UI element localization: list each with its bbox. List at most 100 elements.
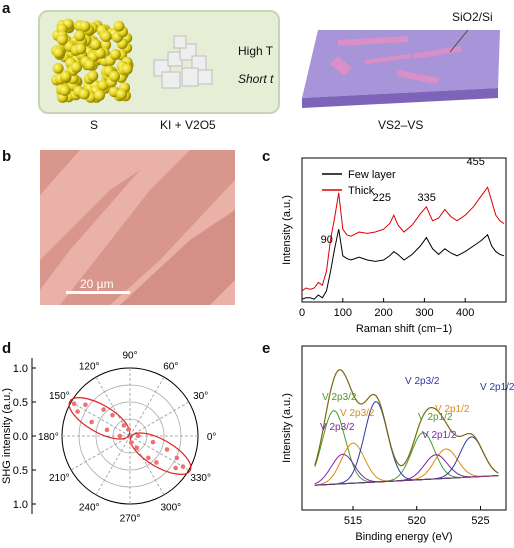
envelope-line bbox=[314, 369, 499, 474]
sulfur-sphere bbox=[79, 20, 91, 32]
sulfur-sphere bbox=[78, 88, 90, 100]
angle-label: 330° bbox=[190, 473, 211, 484]
short-time-label: Short t bbox=[238, 72, 274, 86]
polar-spoke bbox=[129, 376, 165, 437]
angle-label: 210° bbox=[49, 473, 70, 484]
sulfur-sphere bbox=[116, 88, 128, 100]
x-tick-label: 525 bbox=[471, 515, 489, 527]
peak-annotation: 225 bbox=[373, 192, 391, 204]
data-point bbox=[121, 423, 127, 428]
sulfur-sphere bbox=[52, 62, 64, 74]
sulfur-sphere bbox=[121, 63, 133, 75]
raman-chart: 0 100 200 300 400 Raman shift (cm−1) Intensity… bbox=[281, 156, 507, 335]
x-axis-label: Raman shift (cm−1) bbox=[356, 323, 452, 335]
data-point bbox=[146, 455, 151, 461]
sulfur-sphere bbox=[97, 79, 109, 91]
data-point bbox=[174, 455, 180, 461]
x-tick-label: 0 bbox=[299, 307, 305, 319]
data-point bbox=[75, 409, 80, 414]
polar-spoke bbox=[95, 435, 131, 496]
component-peak-7 bbox=[314, 436, 499, 486]
angle-label: 60° bbox=[163, 361, 178, 372]
data-point bbox=[180, 464, 186, 469]
sulfur-sphere bbox=[109, 70, 120, 82]
data-point bbox=[134, 445, 140, 451]
fit-lobe bbox=[68, 397, 131, 440]
peak-label: V 2p3/2 bbox=[322, 392, 357, 403]
flake-1 bbox=[338, 36, 408, 46]
peak-label: V 2p3/2 bbox=[405, 376, 440, 387]
sulfur-sphere bbox=[113, 20, 125, 32]
data-point bbox=[104, 427, 110, 433]
polar-spoke bbox=[70, 401, 131, 437]
fit-lobe bbox=[129, 432, 192, 475]
optical-micrograph bbox=[40, 150, 235, 305]
y-axis-label: SHG intensity (a.u.) bbox=[1, 388, 13, 484]
y-axis-label: Intensity (a.u.) bbox=[281, 393, 293, 463]
sulfur-sphere bbox=[84, 59, 96, 71]
flake-2 bbox=[412, 46, 462, 59]
angle-label: 180° bbox=[38, 432, 59, 443]
peak-label: V 2p3/2 bbox=[320, 422, 355, 433]
substrate-label: SiO2/Si bbox=[452, 10, 493, 24]
ki-v2o5-label: KI + V2O5 bbox=[160, 118, 216, 132]
sulfur-sphere bbox=[60, 71, 72, 82]
scale-bar-label: 20 µm bbox=[80, 277, 114, 291]
data-point bbox=[101, 407, 106, 412]
sulfur-sphere bbox=[71, 61, 82, 73]
sulfur-sphere bbox=[90, 39, 102, 51]
peak-label: V 2p1/2 bbox=[435, 404, 470, 415]
angle-label: 270° bbox=[120, 514, 141, 525]
angle-label: 120° bbox=[79, 361, 100, 372]
x-axis-label: Binding energy (eV) bbox=[355, 531, 452, 543]
radial-tick-label: 0.0 bbox=[13, 431, 28, 443]
sulfur-cube-image bbox=[51, 18, 134, 103]
data-point bbox=[83, 402, 88, 408]
radial-tick-label: 1.0 bbox=[13, 363, 28, 375]
product-label: VS2–VS bbox=[378, 118, 424, 132]
x-tick-label: 200 bbox=[374, 307, 392, 319]
scale-bar bbox=[66, 291, 130, 294]
substrate-image bbox=[302, 29, 500, 108]
background-line bbox=[314, 475, 499, 486]
x-tick-label: 515 bbox=[344, 515, 362, 527]
sulfur-sphere bbox=[74, 30, 86, 42]
angle-label: 150° bbox=[49, 391, 70, 402]
sulfur-sphere bbox=[100, 39, 112, 51]
sulfur-sphere bbox=[75, 43, 87, 55]
peak-label: V 2p3/2 bbox=[340, 408, 375, 419]
panel-e-letter: e bbox=[262, 340, 271, 357]
sulfur-sphere bbox=[109, 49, 121, 60]
polar-ring bbox=[95, 401, 165, 471]
legend-label-0: Few layer bbox=[348, 169, 396, 181]
sulfur-sphere bbox=[87, 70, 99, 82]
data-point bbox=[117, 433, 123, 439]
peak-label: V 2p1/2 bbox=[418, 412, 453, 423]
flake-4 bbox=[330, 56, 352, 76]
polar-spoke bbox=[129, 401, 190, 437]
shg-polar-chart: 90° 60° 30° 0° 330° 300° 270° 240° 210° 180° 150° 1… bbox=[1, 350, 216, 525]
sulfur-sphere bbox=[56, 34, 68, 46]
angle-label: 300° bbox=[160, 503, 181, 514]
panel-a-letter: a bbox=[2, 0, 11, 17]
substrate-pointer bbox=[449, 29, 469, 53]
data-point bbox=[164, 447, 170, 452]
data-point bbox=[135, 433, 141, 439]
xps-chart: 515 520 525 Binding energy (eV) Intensity (a… bbox=[281, 345, 514, 543]
series-line-1 bbox=[301, 186, 505, 292]
peak-annotation: 455 bbox=[466, 156, 484, 168]
flake-5 bbox=[396, 70, 440, 84]
data-point bbox=[154, 460, 159, 465]
data-point bbox=[110, 412, 115, 418]
polar-spoke bbox=[129, 435, 190, 471]
data-point bbox=[71, 401, 77, 406]
ki-v2o5-cubes-image bbox=[153, 35, 213, 89]
x-tick-label: 300 bbox=[415, 307, 433, 319]
angle-label: 90° bbox=[122, 350, 137, 361]
panel-d-letter: d bbox=[2, 340, 12, 357]
y-axis-label: Intensity (a.u.) bbox=[281, 195, 293, 265]
sulfur-sphere bbox=[100, 31, 112, 42]
data-point bbox=[128, 440, 134, 445]
sulfur-sphere bbox=[53, 47, 65, 59]
x-tick-label: 400 bbox=[456, 307, 474, 319]
